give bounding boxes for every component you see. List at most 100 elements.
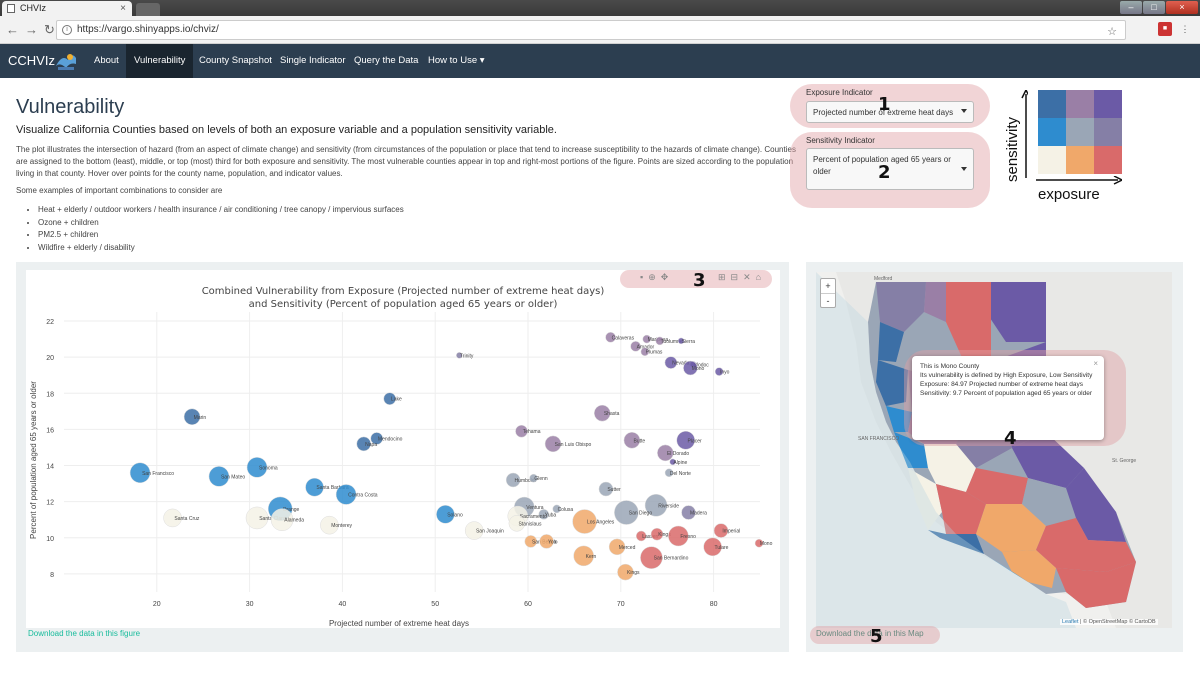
data-point[interactable] [573, 545, 594, 567]
tab-close-icon[interactable]: × [120, 3, 126, 14]
nav-query-data[interactable]: Query the Data [354, 55, 419, 66]
data-point[interactable] [598, 481, 614, 497]
scatter-chart[interactable]: 8 10 12 14 16 18 20 22 20 30 40 50 60 70 80 Combined Vu… [26, 270, 780, 628]
browser-tab[interactable]: CHVIz × [2, 1, 132, 16]
nav-single-indicator[interactable]: Single Indicator [280, 55, 346, 66]
download-map-link[interactable]: Download the data in this Map [816, 629, 924, 638]
x-tick-label: 50 [431, 601, 439, 608]
data-point[interactable] [630, 341, 641, 352]
brand-title[interactable]: CCHVIz [8, 53, 55, 68]
data-point[interactable] [515, 424, 528, 438]
data-point[interactable] [539, 534, 554, 549]
data-point[interactable] [623, 432, 641, 449]
autoscale-icon[interactable]: ✕ [743, 272, 756, 282]
data-point[interactable] [544, 435, 562, 453]
data-point[interactable] [676, 431, 696, 450]
window-close-button[interactable]: × [1166, 1, 1198, 14]
data-point[interactable] [552, 504, 562, 514]
data-point[interactable] [129, 462, 151, 484]
data-point[interactable] [657, 444, 674, 462]
data-point[interactable] [593, 404, 611, 422]
data-point[interactable] [668, 525, 689, 547]
data-point[interactable] [208, 466, 230, 487]
new-tab-button[interactable] [136, 3, 160, 16]
zoom-in-button[interactable]: + [821, 279, 835, 294]
data-point[interactable] [617, 563, 634, 581]
map-area[interactable] [816, 272, 1172, 628]
data-point[interactable] [644, 494, 668, 517]
data-point[interactable] [356, 436, 371, 452]
data-point[interactable] [163, 508, 182, 528]
popup-line: Exposure: 84.97 Projected number of extr… [920, 381, 1083, 388]
data-point[interactable] [635, 530, 647, 542]
data-point[interactable] [669, 458, 677, 466]
forward-icon[interactable]: → [25, 22, 44, 37]
data-point[interactable] [305, 477, 324, 497]
data-point[interactable] [183, 408, 201, 426]
download-figure-link[interactable]: Download the data in this figure [28, 629, 141, 638]
nav-vulnerability[interactable]: Vulnerability [126, 44, 194, 78]
data-point[interactable] [508, 515, 526, 532]
data-point[interactable] [677, 337, 685, 345]
exposure-select[interactable]: Projected number of extreme heat days [806, 101, 974, 123]
attribution-text: | © OpenStreetMap © CartoDB [1080, 619, 1156, 625]
data-point[interactable] [572, 509, 597, 534]
data-point[interactable] [714, 367, 724, 376]
nav-about[interactable]: About [94, 55, 119, 66]
data-point[interactable] [246, 457, 268, 478]
data-point[interactable] [529, 473, 538, 483]
zoom-out-icon[interactable]: ⊟ [730, 272, 744, 282]
data-point[interactable] [681, 505, 696, 520]
data-point[interactable] [464, 521, 484, 540]
data-point[interactable] [505, 472, 521, 488]
point-label: Yolo [548, 539, 558, 545]
app-navbar: CCHVIz About Vulnerability County Snapsh… [0, 44, 1200, 78]
data-point[interactable] [370, 432, 383, 445]
zoom-out-button[interactable]: - [826, 296, 830, 306]
minimize-button[interactable]: – [1120, 1, 1142, 14]
extension-icon[interactable]: ■ [1158, 22, 1172, 36]
home-icon[interactable]: ⌂ [755, 272, 767, 282]
camera-icon[interactable]: ▪ [640, 272, 649, 282]
california-map[interactable] [816, 272, 1172, 628]
data-point[interactable] [664, 356, 678, 369]
data-point[interactable] [320, 515, 339, 535]
nav-county-snapshot[interactable]: County Snapshot [199, 55, 272, 66]
info-icon[interactable]: i [62, 25, 72, 35]
maximize-button[interactable]: □ [1143, 1, 1165, 14]
data-point[interactable] [335, 484, 357, 505]
point-label: Imperial [722, 529, 740, 535]
back-icon[interactable]: ← [6, 22, 25, 37]
data-point[interactable] [614, 500, 639, 525]
data-point[interactable] [650, 527, 664, 541]
data-point[interactable] [605, 332, 616, 343]
data-point[interactable] [245, 506, 269, 530]
zoom-icon[interactable]: ⊕ [648, 272, 661, 282]
data-point[interactable] [655, 336, 665, 346]
data-point[interactable] [754, 538, 764, 548]
data-point[interactable] [640, 546, 663, 569]
data-point[interactable] [270, 508, 294, 531]
leaflet-link[interactable]: Leaflet [1062, 619, 1079, 625]
popup-close-icon[interactable]: × [1093, 359, 1098, 368]
data-point[interactable] [538, 509, 550, 520]
data-point[interactable] [683, 360, 698, 376]
data-point[interactable] [713, 523, 729, 538]
data-point[interactable] [456, 352, 463, 359]
data-point[interactable] [436, 505, 455, 524]
data-point[interactable] [608, 538, 626, 556]
data-point[interactable] [383, 392, 396, 405]
zoom-in-icon[interactable]: ⊞ [718, 272, 731, 282]
reload-icon[interactable]: ↻ [44, 22, 61, 37]
url-input[interactable]: i https://vargo.shinyapps.io/chviz/ ☆ [56, 20, 1126, 40]
menu-icon[interactable]: ⋮ [1180, 24, 1190, 34]
sensitivity-select[interactable]: Percent of population aged 65 years or o… [806, 148, 974, 190]
nav-how-to-use[interactable]: How to Use ▾ [428, 55, 485, 66]
bookmark-star-icon[interactable]: ☆ [1107, 26, 1117, 38]
data-point[interactable] [703, 537, 722, 557]
pan-icon[interactable]: ✥ [660, 272, 674, 282]
data-point[interactable] [642, 334, 652, 344]
data-point[interactable] [640, 347, 650, 356]
data-point[interactable] [524, 535, 538, 548]
data-point[interactable] [664, 468, 674, 478]
